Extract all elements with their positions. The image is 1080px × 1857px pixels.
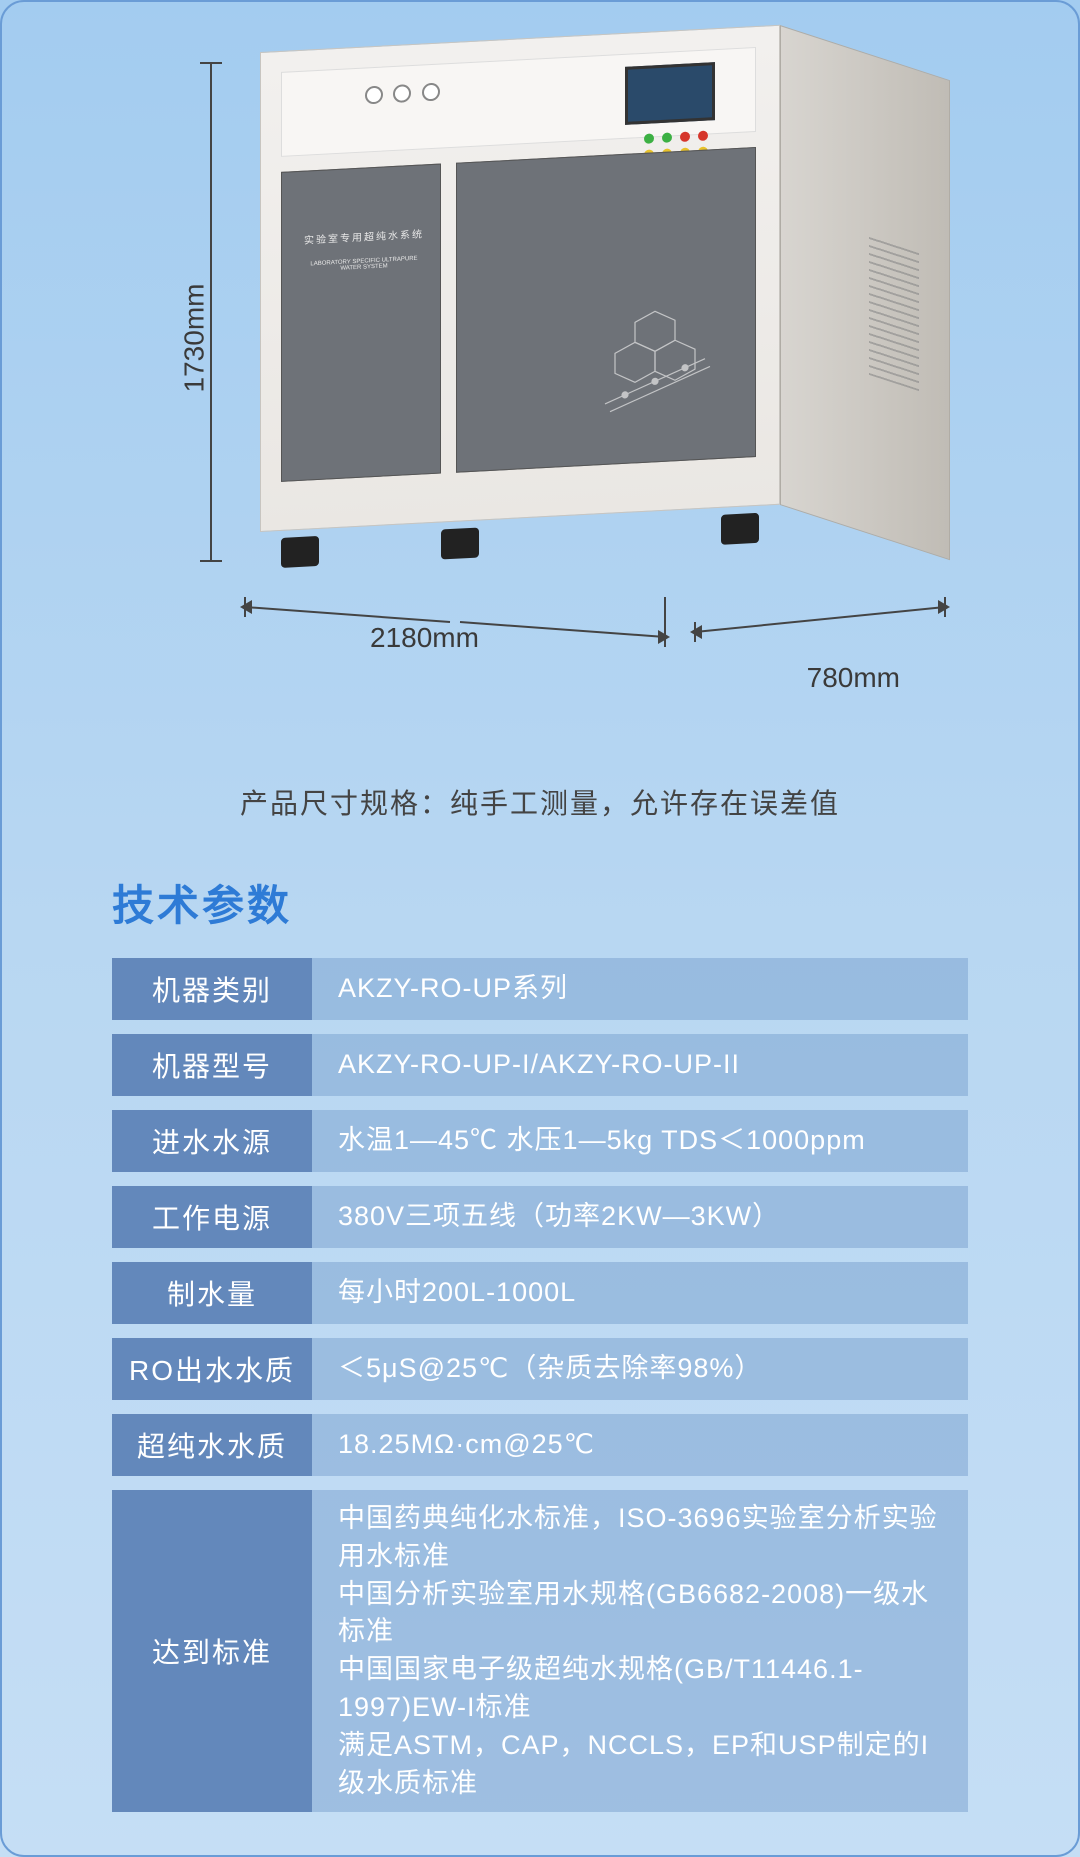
spec-value: 水温1—45℃ 水压1—5kg TDS＜1000ppm bbox=[312, 1110, 968, 1172]
spec-label: 达到标准 bbox=[112, 1490, 312, 1812]
indicator-red-icon bbox=[680, 131, 690, 142]
spec-value: 中国药典纯化水标准，ISO-3696实验室分析实验用水标准 中国分析实验室用水规… bbox=[312, 1490, 968, 1812]
indicator-green-icon bbox=[662, 132, 672, 143]
machine-label-cn: 实验室专用超纯水系统 bbox=[304, 225, 424, 246]
pressure-gauge-icon bbox=[365, 86, 383, 105]
control-panel bbox=[281, 47, 756, 157]
spec-row: 进水水源 水温1—45℃ 水压1—5kg TDS＜1000ppm bbox=[112, 1110, 968, 1172]
vent-grille bbox=[869, 235, 919, 391]
spec-label: 工作电源 bbox=[112, 1186, 312, 1248]
spec-row: 机器型号 AKZY-RO-UP-I/AKZY-RO-UP-II bbox=[112, 1034, 968, 1096]
indicator-red-icon bbox=[698, 131, 708, 142]
spec-row: 工作电源 380V三项五线（功率2KW—3KW） bbox=[112, 1186, 968, 1248]
molecule-icon bbox=[585, 298, 725, 425]
spec-row: 达到标准 中国药典纯化水标准，ISO-3696实验室分析实验用水标准 中国分析实… bbox=[112, 1490, 968, 1812]
dimension-width: 2180mm bbox=[370, 622, 479, 654]
machine-front-panel: 实验室专用超纯水系统 LABORATORY SPECIFIC ULTRAPURE… bbox=[260, 25, 780, 532]
spec-row: RO出水水质 ＜5μS@25℃（杂质去除率98%） bbox=[112, 1338, 968, 1400]
machine-side-panel bbox=[780, 25, 950, 560]
spec-value: 每小时200L-1000L bbox=[312, 1262, 968, 1324]
spec-table: 机器类别 AKZY-RO-UP系列 机器型号 AKZY-RO-UP-I/AKZY… bbox=[112, 958, 968, 1812]
spec-value: 18.25MΩ·cm@25℃ bbox=[312, 1414, 968, 1476]
spec-label: 机器型号 bbox=[112, 1034, 312, 1096]
spec-label: 制水量 bbox=[112, 1262, 312, 1324]
spec-label: 超纯水水质 bbox=[112, 1414, 312, 1476]
spec-value: ＜5μS@25℃（杂质去除率98%） bbox=[312, 1338, 968, 1400]
product-diagram: 1730mm bbox=[70, 32, 1010, 752]
spec-label: 机器类别 bbox=[112, 958, 312, 1020]
machine-illustration: 实验室专用超纯水系统 LABORATORY SPECIFIC ULTRAPURE… bbox=[260, 52, 960, 572]
spec-row: 制水量 每小时200L-1000L bbox=[112, 1262, 968, 1324]
measurement-note: 产品尺寸规格：纯手工测量，允许存在误差值 bbox=[42, 782, 1038, 822]
spec-row: 超纯水水质 18.25MΩ·cm@25℃ bbox=[112, 1414, 968, 1476]
mid-door-panel bbox=[456, 147, 756, 473]
gauge-cluster bbox=[362, 74, 443, 117]
machine-label-en: LABORATORY SPECIFIC ULTRAPURE WATER SYST… bbox=[304, 255, 424, 273]
spec-row: 机器类别 AKZY-RO-UP系列 bbox=[112, 958, 968, 1020]
dimension-height: 1730mm bbox=[178, 284, 210, 393]
section-title: 技术参数 bbox=[112, 872, 1038, 933]
caster-wheel-icon bbox=[441, 528, 479, 560]
pressure-gauge-icon bbox=[422, 83, 440, 102]
product-spec-page: 1730mm bbox=[0, 0, 1080, 1857]
dimension-depth: 780mm bbox=[807, 662, 900, 694]
dim-guide-depth bbox=[690, 592, 950, 652]
spec-value: AKZY-RO-UP-I/AKZY-RO-UP-II bbox=[312, 1034, 968, 1096]
left-door-panel: 实验室专用超纯水系统 LABORATORY SPECIFIC ULTRAPURE… bbox=[281, 164, 441, 482]
caster-wheel-icon bbox=[721, 513, 759, 545]
spec-label: 进水水源 bbox=[112, 1110, 312, 1172]
caster-wheel-icon bbox=[281, 536, 319, 568]
lcd-screen bbox=[625, 62, 715, 125]
spec-label: RO出水水质 bbox=[112, 1338, 312, 1400]
indicator-green-icon bbox=[644, 133, 654, 144]
pressure-gauge-icon bbox=[393, 84, 411, 103]
spec-value: 380V三项五线（功率2KW—3KW） bbox=[312, 1186, 968, 1248]
spec-value: AKZY-RO-UP系列 bbox=[312, 958, 968, 1020]
